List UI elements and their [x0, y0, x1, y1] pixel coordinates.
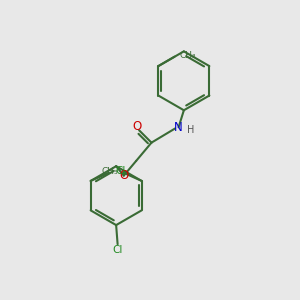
Text: CH₃: CH₃ — [180, 51, 196, 60]
Text: Cl: Cl — [112, 245, 123, 255]
Text: O: O — [132, 120, 142, 133]
Text: Cl: Cl — [116, 167, 126, 176]
Text: O: O — [119, 169, 128, 182]
Text: N: N — [174, 121, 183, 134]
Text: CH₃: CH₃ — [101, 167, 118, 176]
Text: H: H — [187, 125, 195, 135]
